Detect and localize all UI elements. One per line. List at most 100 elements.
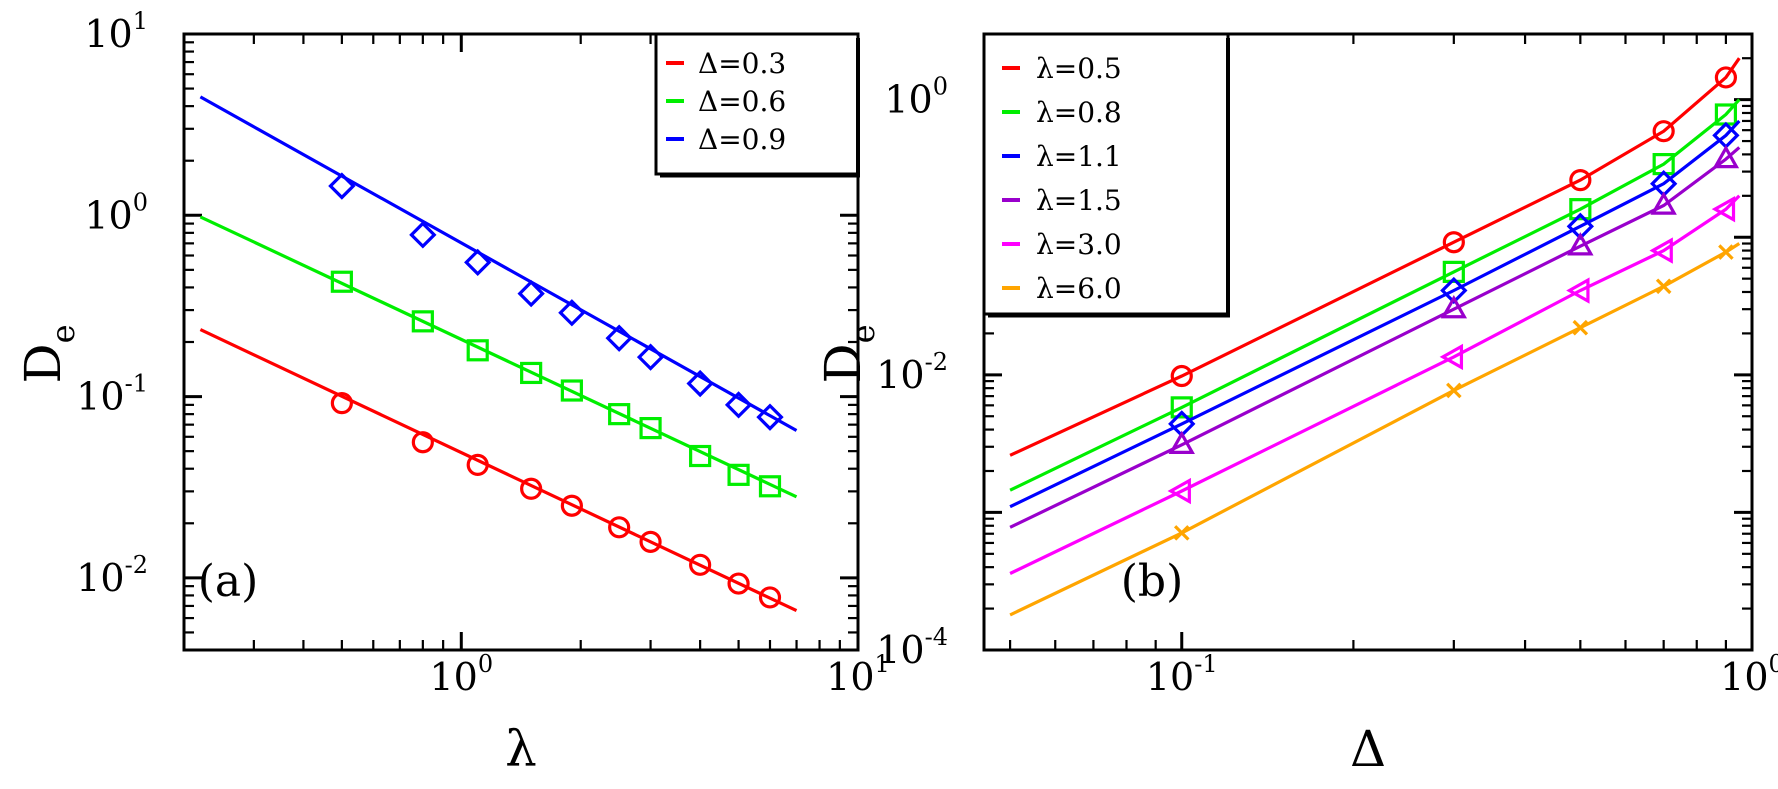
legend-item: λ=1.1	[1002, 140, 1122, 173]
data-point-triangle-up	[1712, 144, 1740, 169]
data-point-triangle-left	[1439, 343, 1464, 371]
legend-label: λ=6.0	[1036, 272, 1122, 305]
legend-label: λ=0.8	[1036, 96, 1122, 129]
plot-area	[1009, 57, 1741, 617]
data-point-circle	[1714, 66, 1738, 89]
plot-frame	[982, 32, 1754, 652]
x-tick-label: 10-1	[1146, 650, 1218, 699]
legend-item: Δ=0.6	[666, 85, 786, 118]
data-point-x-stroke	[1572, 319, 1589, 336]
x-axis-label: λ	[505, 720, 537, 778]
legend-label: Δ=0.3	[698, 47, 786, 80]
data-point-x	[1446, 382, 1462, 399]
fit-line	[1009, 57, 1741, 457]
data-point-circle	[411, 431, 434, 454]
data-point-square	[411, 310, 434, 333]
y-tick-label: 101	[84, 7, 148, 56]
data-point-diamond	[517, 279, 545, 308]
panel-a: 100 10110-210-1100101λDe(a)Δ=0.3Δ=0.6Δ=0.…	[14, 7, 890, 778]
plot-area	[199, 95, 798, 613]
data-point-x	[1655, 278, 1672, 295]
legend-label: Δ=0.6	[698, 85, 786, 118]
data-point-x-stroke	[1446, 382, 1462, 399]
legend-label: λ=1.1	[1036, 140, 1122, 173]
legend-item: λ=0.5	[1002, 52, 1122, 85]
data-point-circle	[1652, 120, 1675, 143]
data-point-circle	[608, 516, 631, 539]
fit-line	[1009, 194, 1741, 575]
data-point-triangle-up	[1650, 191, 1677, 215]
data-point-circle	[639, 530, 662, 553]
data-point-diamond	[724, 391, 753, 419]
legend-box	[982, 32, 1230, 316]
data-point-square	[689, 444, 712, 468]
data-point-circle	[689, 553, 712, 576]
data-point-diamond	[756, 403, 784, 431]
data-point-square	[466, 339, 489, 362]
series-5	[1009, 242, 1741, 617]
legend-item: λ=6.0	[1002, 272, 1122, 305]
legend-item: λ=1.5	[1002, 184, 1122, 217]
fit-line	[199, 328, 798, 613]
data-point-diamond	[605, 324, 633, 352]
x-tick-label: 100	[429, 650, 493, 699]
data-point-square	[608, 403, 631, 426]
data-point-x-stroke	[1718, 244, 1734, 260]
panel-b: 10-1 10010-410-2100ΔDe(b)λ=0.5λ=0.8λ=1.1λ…	[814, 32, 1778, 778]
data-point-x	[1572, 319, 1589, 336]
y-tick-label: 10-2	[876, 348, 948, 397]
series-0	[1009, 57, 1741, 457]
legend-label: λ=1.5	[1036, 184, 1122, 217]
x-tick-label: 101	[826, 650, 890, 699]
data-point-circle	[758, 586, 782, 609]
data-point-circle	[466, 453, 489, 476]
legend-item: Δ=0.3	[666, 47, 786, 80]
data-point-triangle-left	[1711, 195, 1736, 223]
y-tick-label: 100	[84, 188, 148, 237]
legend-item: Δ=0.9	[666, 123, 786, 156]
data-point-diamond	[558, 299, 586, 327]
data-point-square	[639, 417, 662, 440]
y-tick-label: 10-4	[876, 623, 948, 672]
data-point-circle	[1569, 169, 1592, 192]
x-tick-label: 100	[1720, 650, 1778, 699]
legend-item: λ=3.0	[1002, 228, 1122, 261]
series-3	[1009, 144, 1741, 529]
data-point-diamond	[409, 221, 437, 249]
panel-label: (b)	[1121, 556, 1184, 607]
y-axis-label: De	[814, 324, 882, 383]
plot-frame	[182, 32, 860, 652]
y-axis-label: De	[14, 324, 82, 383]
legend-label: λ=3.0	[1036, 228, 1122, 261]
data-point-square	[330, 270, 353, 293]
data-point-x-stroke	[1655, 278, 1672, 295]
data-point-triangle-up	[1567, 232, 1594, 256]
data-point-square	[560, 379, 583, 402]
legend-item: λ=0.8	[1002, 96, 1122, 129]
data-point-x	[1718, 244, 1734, 260]
data-point-circle	[520, 477, 543, 500]
series-2	[199, 95, 798, 432]
data-point-square	[727, 463, 750, 486]
data-point-circle	[727, 572, 750, 595]
legend: λ=0.5 λ=0.8 λ=1.1 λ=1.5 λ=3.0 λ=6.0	[982, 32, 1230, 318]
series-1	[199, 215, 798, 499]
panel-label: (a)	[198, 556, 259, 607]
x-axis-label: Δ	[1350, 720, 1386, 778]
data-point-diamond	[328, 172, 356, 200]
data-point-square	[1569, 198, 1592, 221]
data-point-square	[1170, 396, 1193, 419]
data-point-triangle-left	[1167, 477, 1191, 505]
legend: Δ=0.3 Δ=0.6 Δ=0.9	[654, 32, 860, 178]
fit-line	[1009, 119, 1741, 509]
data-point-x	[1173, 525, 1190, 541]
data-point-circle	[1170, 364, 1193, 388]
legend-label: Δ=0.9	[698, 123, 786, 156]
data-point-circle	[330, 392, 353, 415]
legend-label: λ=0.5	[1036, 52, 1122, 85]
data-point-square	[758, 475, 782, 498]
data-point-diamond	[464, 248, 492, 277]
data-point-triangle-up	[1440, 294, 1468, 319]
